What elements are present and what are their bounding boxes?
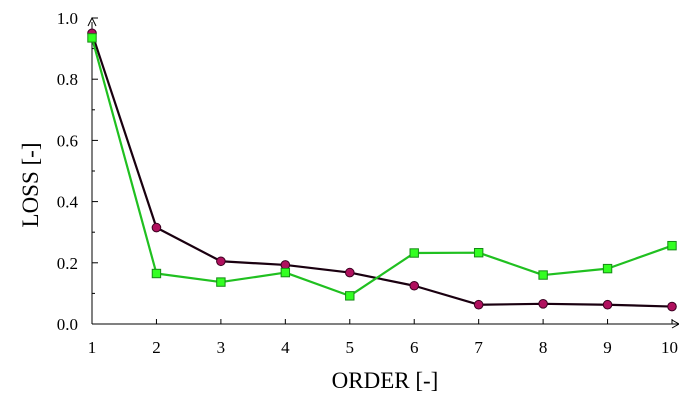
ticks	[91, 17, 673, 325]
x-tick-label: 9	[603, 338, 612, 357]
x-tick-label: 4	[281, 338, 290, 357]
data-point	[473, 248, 484, 258]
x-axis-arrow	[671, 319, 679, 329]
data-point	[667, 240, 677, 251]
data-point	[473, 299, 484, 310]
x-tick-label: 3	[217, 338, 226, 357]
data-point	[409, 280, 420, 291]
data-point	[344, 267, 355, 278]
x-axis-title: ORDER [-]	[332, 368, 439, 393]
series-2	[87, 33, 677, 301]
x-tick-label: 1	[88, 338, 97, 357]
data-point	[216, 256, 226, 267]
data-point	[87, 33, 97, 43]
x-tick-label: 2	[152, 338, 161, 357]
y-tick-label: 0.4	[57, 193, 79, 212]
data-point	[602, 299, 613, 310]
series-line	[90, 37, 673, 297]
y-tick-label: 0.2	[57, 254, 78, 273]
data-point	[345, 291, 355, 301]
tick-labels: 1 2 3 4 5 6 7 8 9 10 0.0 0.2 0.4 0.6 0.8 1.0	[57, 9, 678, 357]
y-tick-label: 0.6	[57, 131, 78, 150]
axes	[87, 16, 679, 329]
y-tick-label: 1.0	[57, 9, 78, 28]
series-line	[90, 32, 673, 308]
data-point	[151, 222, 162, 233]
series-1	[87, 28, 677, 312]
data-point	[538, 270, 548, 280]
x-tick-label: 10	[661, 338, 678, 357]
data-point	[602, 263, 613, 274]
data-point	[280, 267, 291, 278]
data-point	[409, 248, 419, 258]
x-tick-label: 6	[410, 338, 419, 357]
data-point	[151, 268, 162, 279]
x-tick-label: 8	[539, 338, 548, 357]
y-axis-title: LOSS [-]	[18, 143, 43, 228]
y-tick-label: 0.0	[57, 315, 78, 334]
x-tick-label: 7	[474, 338, 483, 357]
data-point	[538, 299, 548, 309]
series-layer	[87, 28, 677, 312]
x-tick-label: 5	[346, 338, 355, 357]
y-tick-label: 0.8	[57, 70, 78, 89]
data-point	[216, 277, 226, 287]
data-point	[667, 301, 677, 312]
